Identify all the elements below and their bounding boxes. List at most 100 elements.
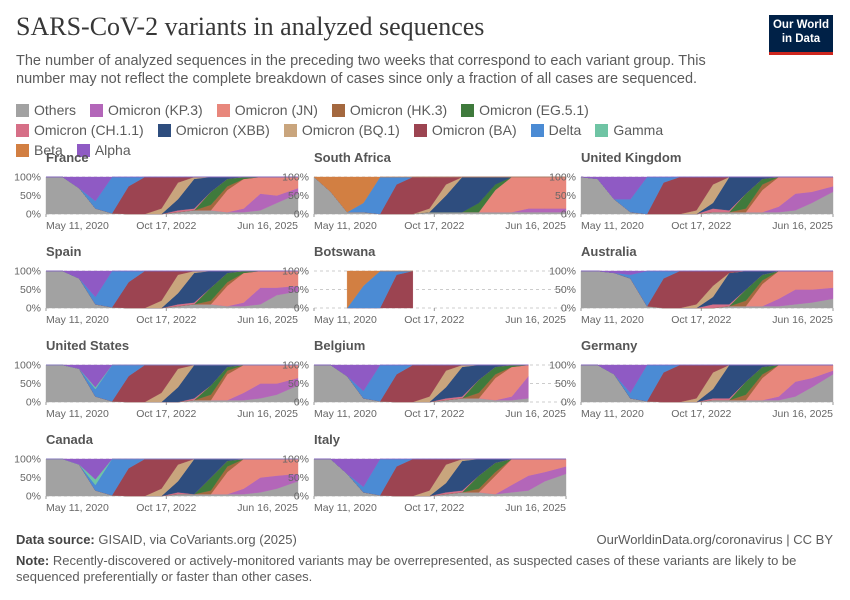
y-tick-label: 100%	[14, 266, 41, 278]
x-tick-label: May 11, 2020	[581, 408, 644, 420]
legend-label: Alpha	[94, 142, 131, 158]
legend-item: Omicron (BQ.1)	[283, 121, 400, 139]
facet-title: Belgium	[314, 338, 365, 353]
facet-title: United Kingdom	[581, 150, 681, 165]
source-label: Data source:	[16, 532, 95, 547]
legend-item: Beta	[16, 141, 63, 159]
y-tick-label: 0%	[26, 397, 41, 409]
link[interactable]: OurWorldinData.org/coronavirus | CC BY	[596, 532, 833, 547]
x-tick-label: Oct 17, 2022	[671, 314, 731, 326]
chart-title: SARS-CoV-2 variants in analyzed sequence…	[16, 12, 485, 41]
area	[581, 270, 833, 275]
x-tick-label: May 11, 2020	[46, 408, 109, 420]
legend-label: Beta	[34, 142, 63, 158]
y-tick-label: 0%	[26, 491, 41, 503]
y-tick-label: 100%	[282, 454, 309, 466]
facet-title: Spain	[46, 244, 81, 259]
legend-item: Omicron (EG.5.1)	[461, 101, 589, 119]
x-tick-label: Jun 16, 2025	[505, 220, 566, 232]
x-tick-label: May 11, 2020	[46, 314, 109, 326]
facet-title: Germany	[581, 338, 638, 353]
legend-item: Alpha	[76, 141, 131, 159]
y-tick-label: 50%	[20, 190, 41, 202]
x-tick-label: Jun 16, 2025	[237, 408, 298, 420]
legend-swatch	[595, 123, 609, 137]
area	[314, 458, 566, 488]
y-tick-label: 50%	[20, 472, 41, 484]
y-tick-label: 100%	[282, 360, 309, 372]
y-tick-label: 50%	[288, 378, 309, 390]
legend-label: Omicron (KP.3)	[108, 102, 203, 118]
y-tick-label: 50%	[288, 190, 309, 202]
legend-item: Omicron (HK.3)	[331, 101, 447, 119]
legend-label: Omicron (BQ.1)	[301, 122, 400, 138]
facet-title: France	[46, 150, 89, 165]
y-tick-label: 100%	[282, 266, 309, 278]
x-tick-label: May 11, 2020	[314, 408, 377, 420]
area	[46, 176, 298, 202]
note-text: Recently-discovered or actively-monitore…	[16, 553, 797, 584]
y-tick-label: 100%	[549, 360, 576, 372]
legend-label: Others	[34, 102, 77, 118]
y-tick-label: 100%	[549, 266, 576, 278]
legend-item: Omicron (KP.3)	[90, 101, 203, 119]
x-tick-label: Oct 17, 2022	[404, 220, 464, 232]
x-tick-label: Jun 16, 2025	[505, 502, 566, 514]
legend-swatch	[90, 103, 104, 117]
legend-item: Omicron (XBB)	[157, 121, 270, 139]
legend-label: Delta	[548, 122, 582, 138]
legend-label: Omicron (BA)	[431, 122, 517, 138]
x-tick-label: May 11, 2020	[314, 314, 377, 326]
area	[313, 176, 566, 213]
legend-label: Gamma	[613, 122, 664, 138]
legend-item: Omicron (JN)	[216, 101, 318, 119]
legend-item: Others	[16, 101, 76, 119]
x-tick-label: May 11, 2020	[314, 220, 377, 232]
source-text: GISAID, via CoVariants.org (2025)	[98, 532, 297, 547]
y-tick-label: 0%	[26, 209, 41, 221]
legend-label: Omicron (EG.5.1)	[479, 102, 589, 118]
x-tick-label: Oct 17, 2022	[404, 314, 464, 326]
y-tick-label: 50%	[20, 378, 41, 390]
x-tick-label: Oct 17, 2022	[671, 220, 731, 232]
area	[46, 458, 298, 480]
logo-line: Our World	[772, 19, 829, 31]
facet-title: Australia	[581, 244, 637, 259]
facet-title: United States	[46, 338, 129, 353]
y-tick-label: 0%	[561, 397, 576, 409]
y-tick-label: 0%	[26, 303, 41, 315]
x-tick-label: May 11, 2020	[46, 220, 109, 232]
y-tick-label: 50%	[555, 378, 576, 390]
legend: Others Omicron (KP.3) Omicron (JN) Omicron …	[16, 101, 736, 159]
chart-subtitle: The number of analyzed sequences in the …	[16, 53, 706, 87]
x-tick-label: Jun 16, 2025	[237, 502, 298, 514]
legend-swatch	[16, 123, 29, 137]
note-label: Note:	[16, 553, 50, 568]
y-tick-label: 0%	[561, 209, 576, 221]
x-tick-label: Oct 17, 2022	[671, 408, 731, 420]
y-tick-label: 0%	[294, 397, 309, 409]
facet-title: Italy	[314, 432, 341, 447]
x-tick-label: Jun 16, 2025	[505, 408, 566, 420]
x-tick-label: Jun 16, 2025	[772, 314, 833, 326]
facet-title: Botswana	[314, 244, 376, 259]
area	[580, 176, 833, 200]
legend-swatch	[16, 103, 29, 117]
area	[314, 364, 529, 392]
legend-swatch	[413, 123, 427, 137]
legend-swatch	[461, 103, 475, 117]
legend-swatch	[216, 103, 230, 117]
x-tick-label: Oct 17, 2022	[404, 502, 464, 514]
y-tick-label: 0%	[294, 303, 309, 315]
y-tick-label: 0%	[294, 209, 309, 221]
legend-swatch	[157, 123, 171, 137]
facet-title: Canada	[46, 432, 94, 447]
source: Data source: GISAID, via CoVariants.org …	[16, 532, 297, 547]
legend-item: Delta	[530, 121, 582, 139]
legend-swatch	[16, 143, 29, 157]
x-tick-label: Jun 16, 2025	[772, 408, 833, 420]
logo[interactable]: Our World in Data	[769, 15, 833, 55]
y-tick-label: 50%	[20, 284, 41, 296]
x-tick-label: May 11, 2020	[581, 220, 644, 232]
legend-swatch	[283, 123, 297, 137]
